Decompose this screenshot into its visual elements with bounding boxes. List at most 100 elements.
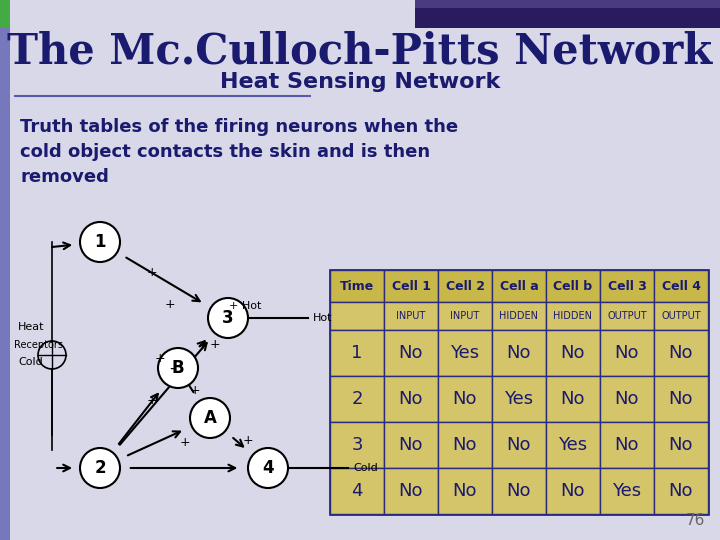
- Text: 2: 2: [94, 459, 106, 477]
- Text: HIDDEN: HIDDEN: [500, 311, 539, 321]
- Text: +: +: [180, 436, 190, 449]
- Text: No: No: [399, 344, 423, 362]
- Bar: [330, 302, 384, 330]
- Bar: [330, 376, 384, 422]
- Bar: [415, 0, 720, 28]
- Text: +: +: [147, 266, 157, 279]
- Bar: [546, 270, 600, 302]
- Text: Cell b: Cell b: [554, 280, 593, 293]
- Text: No: No: [669, 344, 693, 362]
- Bar: [546, 422, 600, 468]
- Text: Cell 1: Cell 1: [392, 280, 431, 293]
- Circle shape: [158, 348, 198, 388]
- Text: Cold: Cold: [353, 463, 378, 473]
- Text: + Hot: + Hot: [229, 301, 261, 311]
- Text: No: No: [507, 436, 531, 454]
- Text: INPUT: INPUT: [451, 311, 480, 321]
- Text: No: No: [615, 344, 639, 362]
- Bar: [384, 376, 438, 422]
- Bar: [492, 376, 546, 422]
- FancyArrowPatch shape: [130, 464, 235, 471]
- Text: +: +: [243, 434, 253, 447]
- Text: Cell a: Cell a: [500, 280, 539, 293]
- FancyArrowPatch shape: [198, 341, 204, 348]
- Bar: [384, 422, 438, 468]
- Bar: [330, 468, 384, 514]
- Bar: [600, 330, 654, 376]
- Text: No: No: [669, 482, 693, 500]
- Bar: [438, 270, 492, 302]
- Bar: [330, 422, 384, 468]
- FancyArrowPatch shape: [119, 394, 158, 444]
- Text: Yes: Yes: [451, 344, 480, 362]
- Text: Heat Sensing Network: Heat Sensing Network: [220, 72, 500, 92]
- Text: HIDDEN: HIDDEN: [554, 311, 593, 321]
- Bar: [654, 422, 708, 468]
- Bar: [438, 422, 492, 468]
- Bar: [0, 0, 10, 28]
- Bar: [330, 270, 708, 514]
- FancyArrowPatch shape: [179, 370, 194, 392]
- Text: No: No: [561, 344, 585, 362]
- Bar: [654, 376, 708, 422]
- Text: INPUT: INPUT: [397, 311, 426, 321]
- Text: No: No: [399, 482, 423, 500]
- Text: Yes: Yes: [505, 390, 534, 408]
- Bar: [492, 468, 546, 514]
- Bar: [438, 468, 492, 514]
- Text: Truth tables of the firing neurons when the
cold object contacts the skin and is: Truth tables of the firing neurons when …: [20, 118, 458, 186]
- Text: Cell 2: Cell 2: [446, 280, 485, 293]
- Text: +: +: [189, 383, 200, 396]
- Bar: [438, 330, 492, 376]
- Bar: [654, 468, 708, 514]
- Circle shape: [80, 448, 120, 488]
- Bar: [600, 468, 654, 514]
- Bar: [492, 422, 546, 468]
- Bar: [384, 468, 438, 514]
- Text: 2: 2: [351, 390, 363, 408]
- Text: 76: 76: [685, 513, 705, 528]
- Text: -: -: [169, 361, 175, 375]
- Bar: [384, 330, 438, 376]
- Text: Yes: Yes: [559, 436, 588, 454]
- Text: Cell 3: Cell 3: [608, 280, 647, 293]
- Bar: [492, 302, 546, 330]
- Text: No: No: [399, 390, 423, 408]
- Bar: [600, 270, 654, 302]
- FancyArrowPatch shape: [57, 464, 70, 471]
- Bar: [546, 376, 600, 422]
- Bar: [415, 0, 720, 8]
- Text: The Mc.Culloch-Pitts Network: The Mc.Culloch-Pitts Network: [7, 31, 713, 73]
- Bar: [600, 302, 654, 330]
- FancyArrowPatch shape: [128, 431, 180, 455]
- Bar: [438, 302, 492, 330]
- Text: A: A: [204, 409, 217, 427]
- Bar: [384, 270, 438, 302]
- Text: +: +: [210, 339, 220, 352]
- Text: 1: 1: [351, 344, 363, 362]
- Bar: [654, 330, 708, 376]
- FancyArrowPatch shape: [52, 242, 70, 249]
- Text: B: B: [171, 359, 184, 377]
- Text: Cell 4: Cell 4: [662, 280, 701, 293]
- Text: No: No: [507, 344, 531, 362]
- Text: 4: 4: [262, 459, 274, 477]
- FancyArrowPatch shape: [126, 258, 199, 301]
- Text: 3: 3: [222, 309, 234, 327]
- Text: 3: 3: [351, 436, 363, 454]
- Text: Cold: Cold: [18, 357, 42, 367]
- FancyArrowPatch shape: [233, 438, 243, 447]
- Text: OUTPUT: OUTPUT: [607, 311, 647, 321]
- Text: No: No: [453, 436, 477, 454]
- Bar: [546, 302, 600, 330]
- Text: No: No: [399, 436, 423, 454]
- Circle shape: [190, 398, 230, 438]
- Text: No: No: [453, 390, 477, 408]
- Text: +: +: [165, 299, 175, 312]
- Text: Receptors: Receptors: [14, 340, 63, 350]
- Text: Yes: Yes: [613, 482, 642, 500]
- FancyArrowPatch shape: [120, 343, 207, 445]
- Bar: [0, 28, 10, 540]
- Bar: [654, 302, 708, 330]
- Text: 4: 4: [351, 482, 363, 500]
